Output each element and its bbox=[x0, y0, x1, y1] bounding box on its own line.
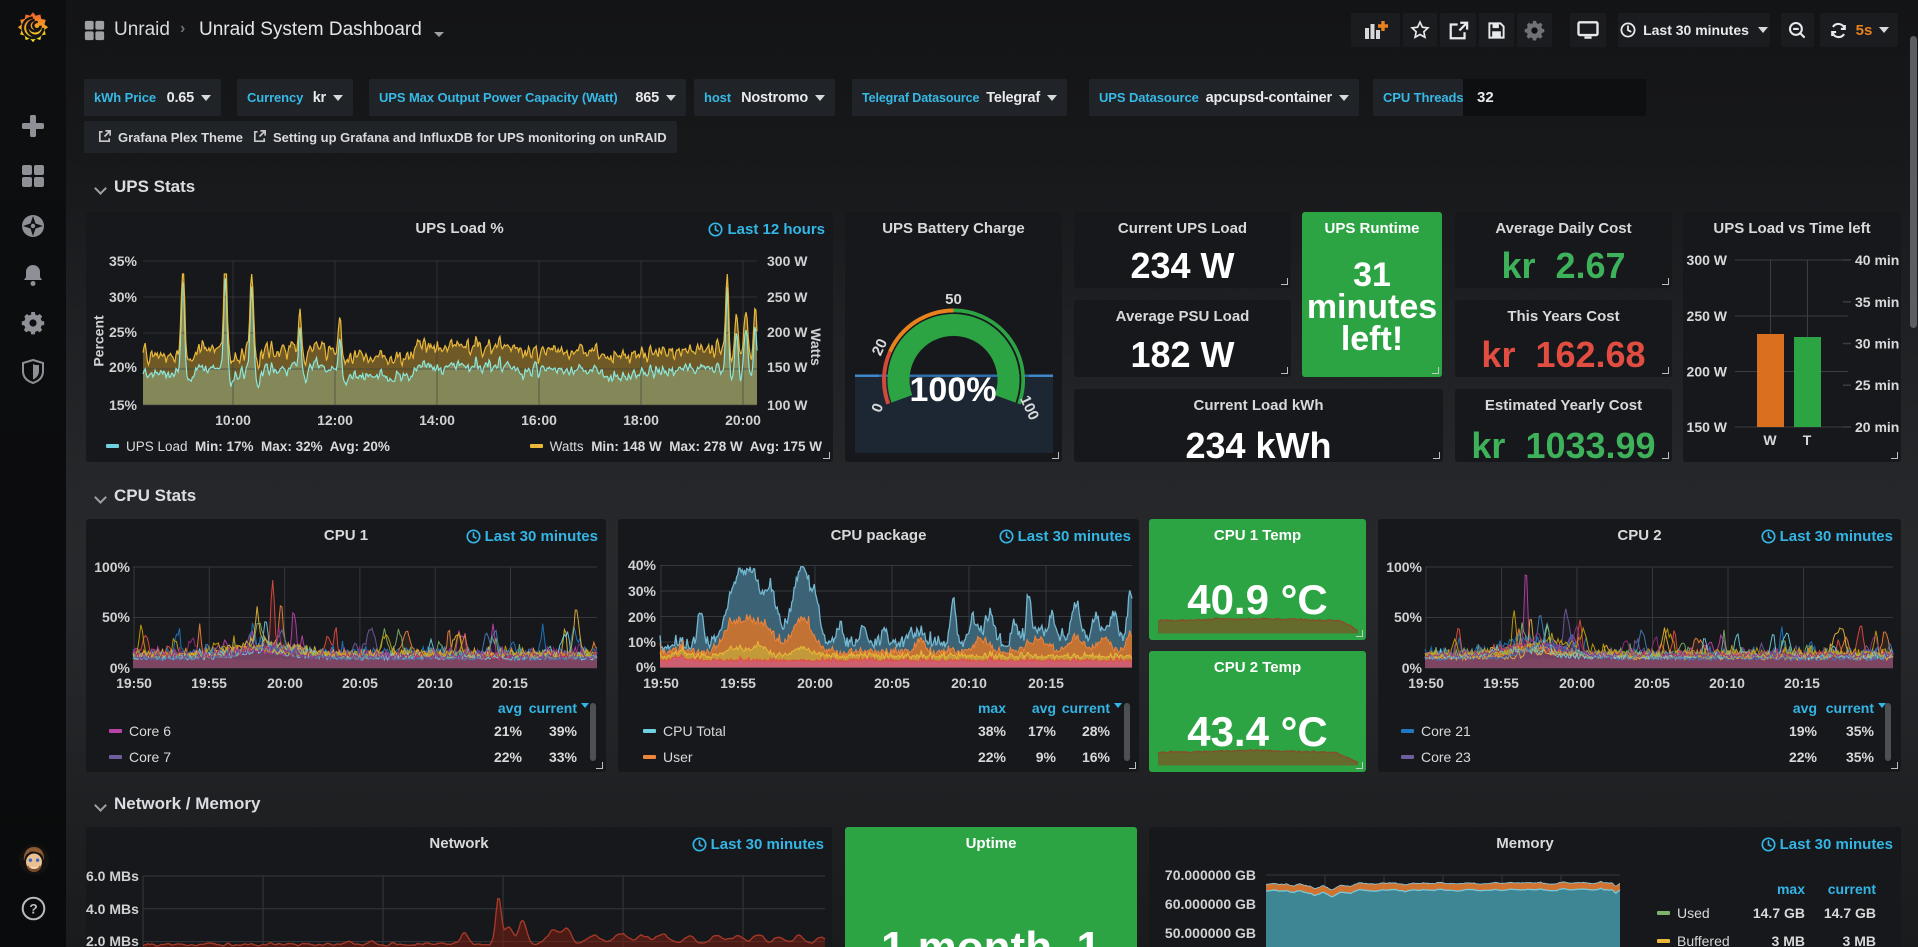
svg-text:?: ? bbox=[29, 901, 38, 917]
svg-text:50: 50 bbox=[945, 291, 962, 308]
svg-text:20: 20 bbox=[869, 336, 891, 358]
svg-text:40 min: 40 min bbox=[1855, 252, 1899, 268]
svg-text:200 W: 200 W bbox=[1687, 364, 1728, 380]
svg-text:30 min: 30 min bbox=[1855, 336, 1899, 352]
svg-text:300 W: 300 W bbox=[1687, 252, 1728, 268]
svg-text:20 min: 20 min bbox=[1855, 419, 1899, 435]
svg-text:100%: 100% bbox=[910, 371, 997, 409]
svg-text:150 W: 150 W bbox=[1687, 419, 1728, 435]
svg-text:T: T bbox=[1803, 432, 1812, 448]
svg-text:25 min: 25 min bbox=[1855, 377, 1899, 393]
svg-text:35 min: 35 min bbox=[1855, 294, 1899, 310]
svg-text:W: W bbox=[1763, 432, 1777, 448]
svg-text:250 W: 250 W bbox=[1687, 308, 1728, 324]
